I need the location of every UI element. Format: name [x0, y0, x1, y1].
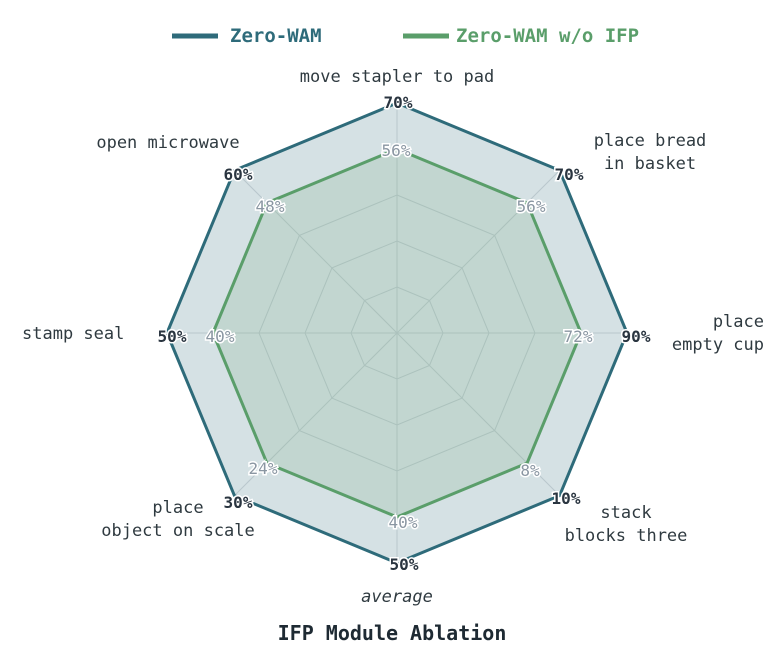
value-label-zero-wam: 50% — [158, 327, 187, 346]
series-area-zero-wam — [165, 101, 629, 565]
legend: Zero-WAM Zero-WAM w/o IFP — [172, 25, 639, 47]
value-label-zero-wam: 60% — [224, 165, 253, 184]
value-label-zero-wam: 50% — [390, 555, 419, 574]
value-label-without-ifp: 72% — [564, 327, 593, 346]
axis-label: move stapler to pad — [300, 67, 494, 87]
grid-spoke — [396, 170, 560, 334]
axis-label: empty cup — [672, 335, 764, 355]
value-label-zero-wam: 30% — [224, 493, 253, 512]
axis-label: place bread — [594, 131, 707, 151]
value-label-without-ifp: 40% — [389, 513, 418, 532]
axis-label: stamp seal — [22, 324, 124, 344]
value-label-zero-wam: 70% — [555, 165, 584, 184]
axis-label: blocks three — [565, 526, 688, 546]
value-label-zero-wam: 90% — [622, 327, 651, 346]
radar-labels: move stapler to pad place bread in basket p… — [22, 67, 764, 607]
value-label-without-ifp: 40% — [206, 327, 235, 346]
chart-title: IFP Module Ablation — [278, 621, 507, 645]
grid-spoke — [234, 170, 398, 334]
grid-spoke — [234, 332, 398, 496]
axis-label: in basket — [604, 154, 696, 174]
axis-label: object on scale — [101, 521, 255, 541]
value-label-zero-wam: 70% — [384, 93, 413, 112]
grid-spoke — [396, 332, 560, 496]
axis-label: average — [361, 587, 433, 607]
legend-label-zero-wam-without-ifp: Zero-WAM w/o IFP — [456, 25, 639, 47]
value-label-without-ifp: 56% — [382, 141, 411, 160]
value-label-without-ifp: 48% — [256, 197, 285, 216]
value-label-zero-wam: 10% — [552, 489, 581, 508]
value-label-without-ifp: 56% — [517, 197, 546, 216]
value-label-without-ifp: 24% — [249, 459, 278, 478]
axis-label: place — [152, 498, 203, 518]
radar-series — [165, 101, 629, 565]
axis-label: open microwave — [96, 133, 239, 153]
axis-label: stack — [600, 503, 651, 523]
series-area-zero-wam-w-o-ifp — [211, 147, 583, 519]
axis-label: place — [713, 312, 764, 332]
value-label-without-ifp: 8% — [520, 461, 540, 480]
legend-label-zero-wam: Zero-WAM — [230, 25, 322, 47]
